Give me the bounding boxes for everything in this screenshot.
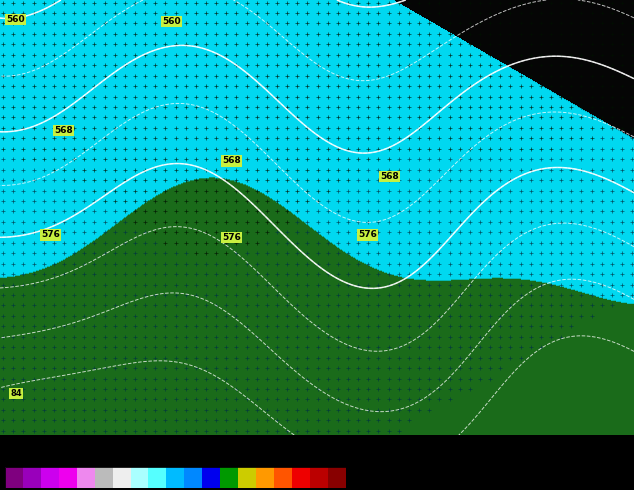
Bar: [328, 467, 346, 488]
Bar: [256, 467, 274, 488]
Bar: [131, 467, 148, 488]
Bar: [184, 467, 202, 488]
Bar: [23, 467, 41, 488]
Text: 568: 568: [54, 126, 73, 135]
Bar: [309, 467, 328, 488]
Bar: [274, 467, 292, 488]
Text: 560: 560: [6, 15, 25, 24]
Bar: [148, 467, 166, 488]
Bar: [59, 467, 77, 488]
Text: 568: 568: [222, 156, 241, 166]
Bar: [220, 467, 238, 488]
Bar: [41, 467, 59, 488]
Text: 84: 84: [10, 389, 22, 398]
Text: © weatheronline.co.uk: © weatheronline.co.uk: [529, 462, 633, 470]
Text: Fr 07-06-2024 12:00 UTC (06+78): Fr 07-06-2024 12:00 UTC (06+78): [447, 440, 633, 449]
Text: 576: 576: [41, 230, 60, 240]
Bar: [5, 467, 346, 488]
Bar: [113, 467, 131, 488]
Bar: [292, 467, 309, 488]
Bar: [166, 467, 184, 488]
Text: 560: 560: [162, 17, 181, 26]
Bar: [5, 467, 23, 488]
Bar: [77, 467, 94, 488]
Bar: [202, 467, 220, 488]
Text: 568: 568: [380, 172, 399, 181]
Text: 576: 576: [222, 233, 241, 242]
Bar: [94, 467, 113, 488]
Bar: [238, 467, 256, 488]
Text: Height/Temp. 500 hPa [gdmp][°C] ECMWF: Height/Temp. 500 hPa [gdmp][°C] ECMWF: [3, 440, 225, 450]
Text: 576: 576: [358, 230, 377, 240]
